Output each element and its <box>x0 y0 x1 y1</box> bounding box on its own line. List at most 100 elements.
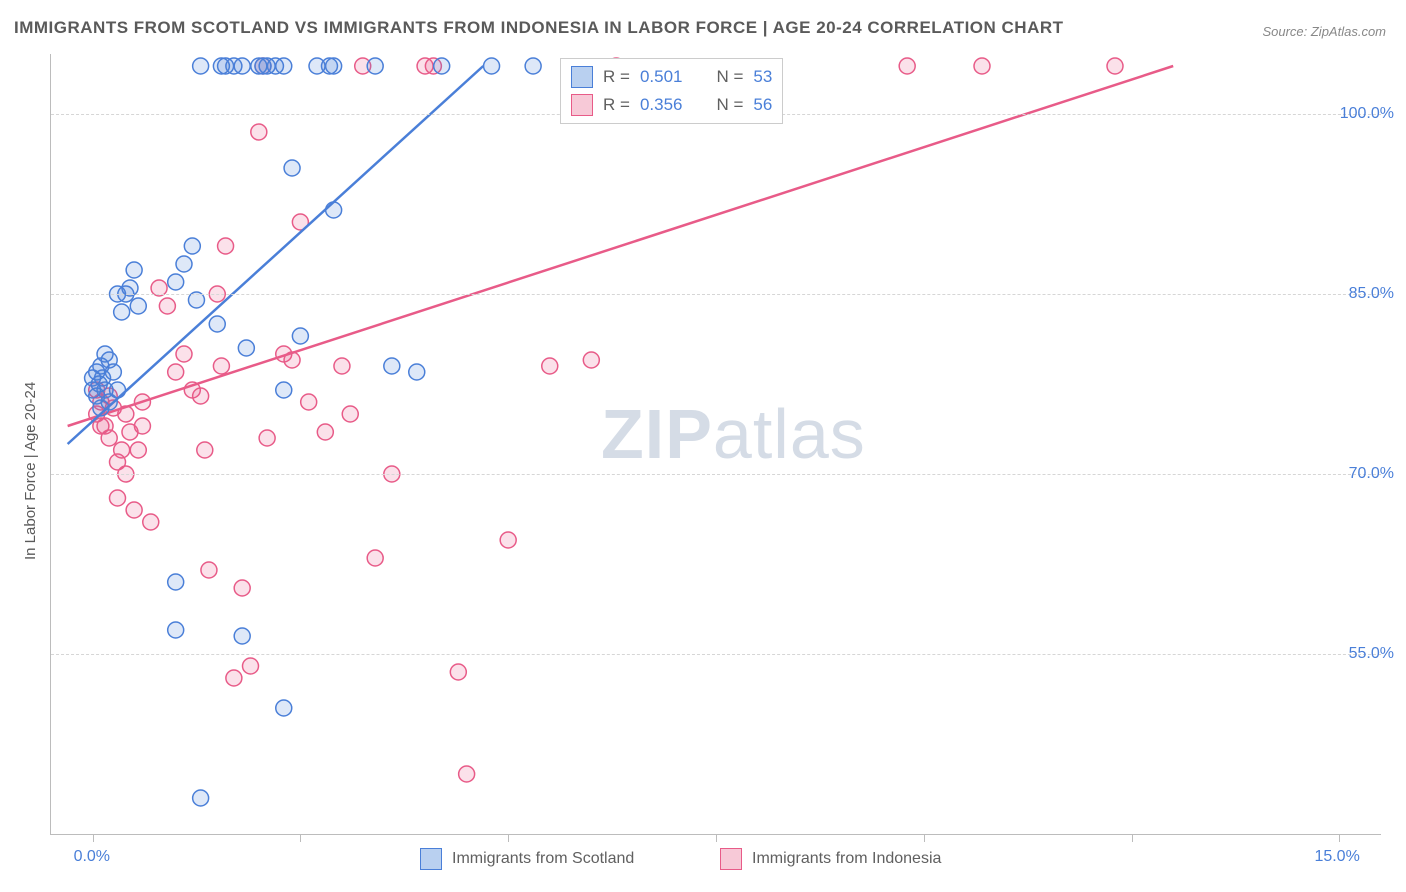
gridline <box>51 294 1381 295</box>
data-point <box>176 256 192 272</box>
data-point <box>292 328 308 344</box>
x-tick <box>1339 834 1340 842</box>
data-point <box>367 58 383 74</box>
r-value-indonesia: 0.356 <box>640 91 683 119</box>
x-tick <box>508 834 509 842</box>
swatch-scotland-bottom <box>420 848 442 870</box>
n-value-scotland: 53 <box>753 63 772 91</box>
plot-area: ZIPatlas <box>50 54 1381 835</box>
data-point <box>114 442 130 458</box>
data-point <box>218 238 234 254</box>
data-point <box>193 790 209 806</box>
data-point <box>484 58 500 74</box>
data-point <box>238 340 254 356</box>
data-point <box>130 442 146 458</box>
stats-row-indonesia: R = 0.356 N = 56 <box>571 91 772 119</box>
chart-title: IMMIGRANTS FROM SCOTLAND VS IMMIGRANTS F… <box>14 18 1064 38</box>
source-attribution: Source: ZipAtlas.com <box>1262 24 1386 39</box>
data-point <box>334 358 350 374</box>
data-point <box>459 766 475 782</box>
data-point <box>583 352 599 368</box>
data-point <box>105 364 121 380</box>
legend-label-scotland: Immigrants from Scotland <box>452 850 634 868</box>
data-point <box>168 274 184 290</box>
data-point <box>193 58 209 74</box>
y-tick-label: 70.0% <box>1349 465 1394 483</box>
data-point <box>251 124 267 140</box>
data-point <box>259 430 275 446</box>
data-point <box>276 700 292 716</box>
data-point <box>234 628 250 644</box>
data-point <box>450 664 466 680</box>
data-point <box>226 670 242 686</box>
data-point <box>234 580 250 596</box>
gridline <box>51 654 1381 655</box>
data-point <box>284 160 300 176</box>
data-point <box>168 364 184 380</box>
data-point <box>168 622 184 638</box>
x-tick <box>300 834 301 842</box>
data-point <box>234 58 250 74</box>
x-tick <box>1132 834 1133 842</box>
data-point <box>1107 58 1123 74</box>
swatch-indonesia <box>571 94 593 116</box>
data-point <box>168 574 184 590</box>
data-point <box>114 304 130 320</box>
x-tick <box>716 834 717 842</box>
data-point <box>525 58 541 74</box>
plot-svg <box>51 54 1381 834</box>
data-point <box>326 202 342 218</box>
data-point <box>301 394 317 410</box>
bottom-legend-indonesia: Immigrants from Indonesia <box>720 848 941 870</box>
data-point <box>209 316 225 332</box>
x-tick-label-right: 15.0% <box>1314 848 1359 866</box>
data-point <box>243 658 259 674</box>
x-tick-label-left: 0.0% <box>74 848 110 866</box>
bottom-legend-scotland: Immigrants from Scotland <box>420 848 634 870</box>
x-tick <box>924 834 925 842</box>
swatch-indonesia-bottom <box>720 848 742 870</box>
data-point <box>899 58 915 74</box>
stats-row-scotland: R = 0.501 N = 53 <box>571 63 772 91</box>
data-point <box>384 358 400 374</box>
data-point <box>276 58 292 74</box>
data-point <box>409 364 425 380</box>
data-point <box>213 358 229 374</box>
data-point <box>110 382 126 398</box>
n-label: N = <box>716 63 743 91</box>
data-point <box>367 550 383 566</box>
gridline <box>51 474 1381 475</box>
swatch-scotland <box>571 66 593 88</box>
data-point <box>176 346 192 362</box>
r-label: R = <box>603 91 630 119</box>
data-point <box>101 430 117 446</box>
data-point <box>159 298 175 314</box>
data-point <box>434 58 450 74</box>
data-point <box>542 358 558 374</box>
y-axis-label: In Labor Force | Age 20-24 <box>22 382 39 560</box>
data-point <box>134 418 150 434</box>
data-point <box>184 238 200 254</box>
stats-legend-box: R = 0.501 N = 53 R = 0.356 N = 56 <box>560 58 783 124</box>
data-point <box>143 514 159 530</box>
y-tick-label: 100.0% <box>1340 105 1394 123</box>
data-point <box>197 442 213 458</box>
r-label: R = <box>603 63 630 91</box>
y-tick-label: 55.0% <box>1349 645 1394 663</box>
data-point <box>193 388 209 404</box>
data-point <box>201 562 217 578</box>
data-point <box>126 502 142 518</box>
data-point <box>110 490 126 506</box>
legend-label-indonesia: Immigrants from Indonesia <box>752 850 941 868</box>
n-value-indonesia: 56 <box>753 91 772 119</box>
data-point <box>126 262 142 278</box>
x-tick <box>93 834 94 842</box>
data-point <box>317 424 333 440</box>
data-point <box>500 532 516 548</box>
y-tick-label: 85.0% <box>1349 285 1394 303</box>
data-point <box>276 382 292 398</box>
data-point <box>342 406 358 422</box>
n-label: N = <box>716 91 743 119</box>
data-point <box>130 298 146 314</box>
data-point <box>326 58 342 74</box>
